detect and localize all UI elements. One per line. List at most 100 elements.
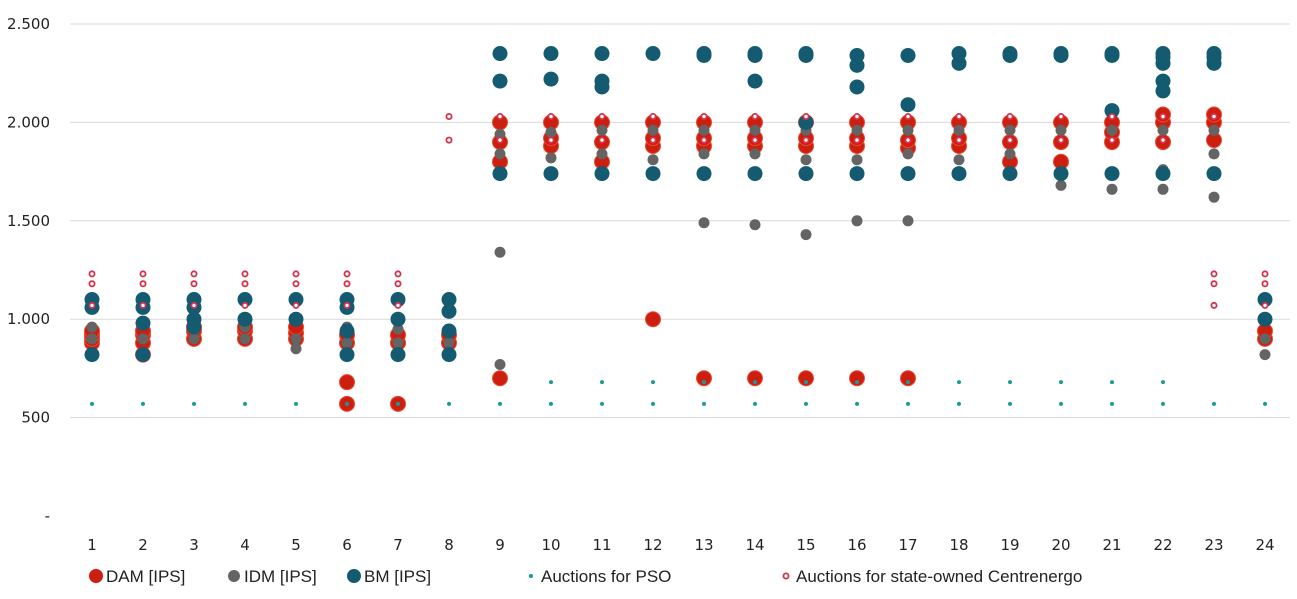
series-5 [88, 112, 1269, 309]
data-point [494, 148, 506, 160]
data-point [1161, 380, 1165, 385]
x-tick-label: 21 [1102, 536, 1121, 554]
data-point [698, 148, 710, 160]
data-point [1053, 166, 1069, 182]
data-point [749, 124, 761, 136]
x-tick-label: 5 [291, 536, 301, 554]
data-point [900, 97, 916, 113]
data-point [1057, 112, 1065, 120]
legend-label: Auctions for state-owned Centrenergo [796, 567, 1082, 586]
data-point [594, 166, 610, 182]
data-point [953, 124, 965, 136]
data-point [747, 166, 763, 182]
series-1 [84, 106, 1273, 412]
data-point [492, 370, 508, 387]
x-tick-label: 19 [1000, 536, 1019, 554]
data-point [702, 401, 706, 406]
data-point [855, 401, 859, 406]
y-axis-ticks: - 500 1.000 1.500 2.000 2.500 [7, 15, 50, 525]
data-point [1155, 73, 1171, 89]
data-point [649, 136, 657, 144]
data-point [698, 124, 710, 136]
data-point [900, 47, 916, 63]
data-point [957, 380, 961, 385]
data-point [192, 401, 196, 406]
data-point [1208, 191, 1220, 203]
data-point [594, 46, 610, 62]
data-point [957, 401, 961, 406]
data-point [84, 347, 100, 363]
data-point [339, 374, 355, 391]
data-point [1159, 136, 1167, 144]
data-point [900, 370, 916, 387]
x-tick-label: 4 [240, 536, 250, 554]
data-point [800, 229, 812, 241]
data-point [545, 152, 557, 164]
data-point [1261, 270, 1269, 278]
data-point [345, 401, 349, 406]
data-point [1210, 270, 1218, 278]
legend-item: Auctions for state-owned Centrenergo [782, 567, 1082, 586]
x-axis-ticks: 1 2 3 4 5 6 7 8 9 10 11 12 13 14 15 16 17 18 19 20 21 22 23 24 [87, 536, 1274, 554]
data-point [645, 311, 661, 328]
data-point [343, 280, 351, 288]
data-point [1106, 124, 1118, 136]
legend-label: BM [IPS] [364, 567, 431, 586]
data-point [849, 166, 865, 182]
data-point [1161, 401, 1165, 406]
data-point [441, 303, 457, 319]
data-point [1206, 46, 1222, 62]
legend-marker [89, 569, 103, 583]
data-point [1257, 292, 1273, 308]
data-point [906, 380, 910, 385]
legend: DAM [IPS] IDM [IPS] BM [IPS] Auctions for P… [89, 567, 1082, 586]
data-point [88, 280, 96, 288]
x-tick-label: 2 [138, 536, 148, 554]
data-point [292, 280, 300, 288]
legend-item: DAM [IPS] [89, 567, 185, 586]
data-point [1104, 166, 1120, 182]
data-point [288, 311, 304, 327]
data-point [1059, 380, 1063, 385]
series-points [84, 46, 1273, 412]
data-point [1159, 112, 1167, 120]
data-point [139, 270, 147, 278]
data-point [498, 401, 502, 406]
data-point [1055, 179, 1067, 191]
series-4 [90, 380, 1267, 406]
data-point [747, 73, 763, 89]
data-point [849, 47, 865, 63]
data-point [1155, 166, 1171, 182]
data-point [445, 112, 453, 120]
y-tick-label: 2.500 [7, 15, 50, 33]
x-tick-label: 13 [694, 536, 713, 554]
data-point [851, 124, 863, 136]
data-point [1006, 112, 1014, 120]
x-tick-label: 7 [393, 536, 403, 554]
legend-marker [782, 572, 790, 580]
data-point [288, 292, 304, 308]
data-point [900, 166, 916, 182]
x-tick-label: 9 [495, 536, 505, 554]
data-point [855, 380, 859, 385]
data-point [696, 166, 712, 182]
x-tick-label: 22 [1153, 536, 1172, 554]
data-point [1008, 380, 1012, 385]
data-point [90, 401, 94, 406]
data-point [547, 136, 555, 144]
data-point [543, 71, 559, 87]
data-point [1110, 380, 1114, 385]
grid-lines [70, 23, 1290, 419]
data-point [951, 166, 967, 182]
data-point [747, 370, 763, 387]
data-point [343, 301, 351, 309]
data-point [494, 246, 506, 258]
data-point [341, 337, 353, 349]
x-tick-label: 15 [796, 536, 815, 554]
data-point [241, 301, 249, 309]
data-point [902, 148, 914, 160]
data-point [1053, 46, 1069, 62]
data-point [394, 270, 402, 278]
data-point [951, 46, 967, 62]
legend-item: BM [IPS] [347, 567, 431, 586]
